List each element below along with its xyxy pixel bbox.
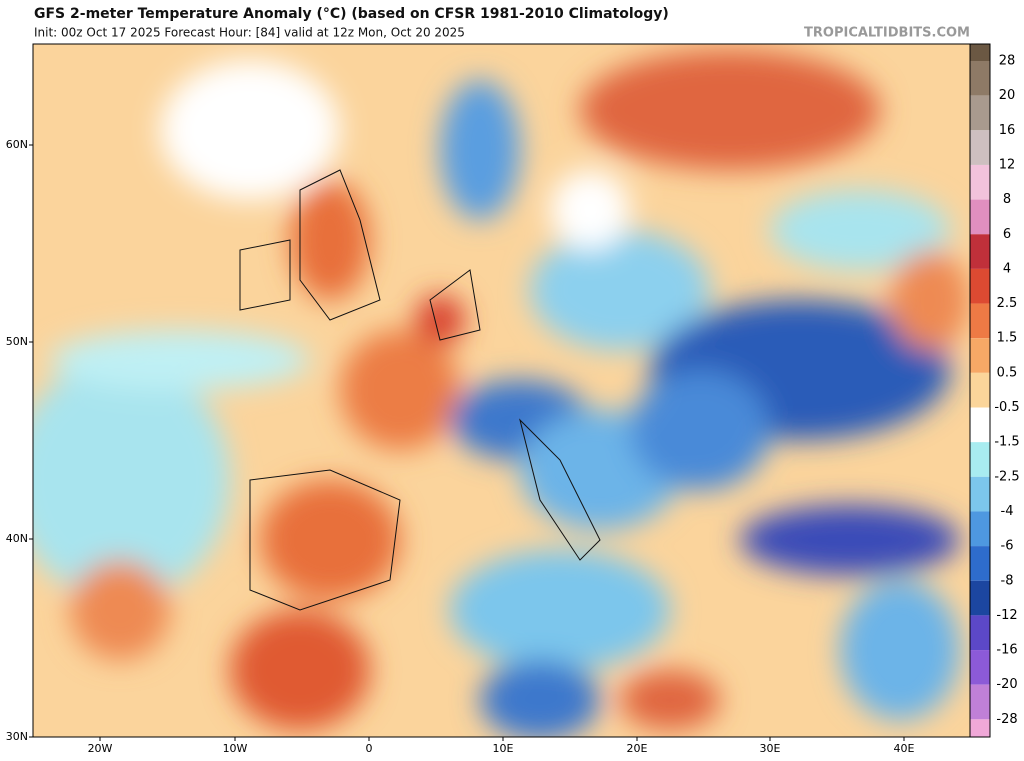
colorbar-label: 28 <box>999 54 1016 69</box>
colorbar-label: -20 <box>996 677 1017 692</box>
lat-label: 30N <box>6 730 28 743</box>
colorbar-label: -28 <box>996 712 1017 727</box>
colorbar-segment <box>970 95 990 131</box>
lon-label: 20E <box>627 742 648 755</box>
subtitle: Init: 00z Oct 17 2025 Forecast Hour: [84… <box>34 26 465 40</box>
colorbar-segment <box>970 338 990 373</box>
colorbar-label: 20 <box>999 88 1016 103</box>
colorbar-label: 8 <box>1003 192 1011 207</box>
colorbar-segment <box>970 164 990 200</box>
lon-label: 30E <box>760 742 781 755</box>
colorbar-segment <box>970 476 990 512</box>
colorbar-segment <box>970 303 990 339</box>
colorbar-label: 6 <box>1003 227 1011 242</box>
colorbar-segment <box>970 511 990 547</box>
colorbar-label: -2.5 <box>994 469 1019 484</box>
lat-label: 40N <box>6 532 28 545</box>
colorbar-label: 1.5 <box>997 331 1018 346</box>
lat-label: 60N <box>6 138 28 151</box>
colorbar-segment <box>970 268 990 304</box>
colorbar-segment <box>970 130 990 165</box>
colorbar-label: 2.5 <box>997 296 1018 311</box>
colorbar-label: 4 <box>1003 261 1011 276</box>
colorbar-label: -4 <box>1001 504 1014 519</box>
lon-label: 10E <box>493 742 514 755</box>
colorbar-segment <box>970 44 990 61</box>
lon-label: 20W <box>88 742 113 755</box>
colorbar-label: -8 <box>1001 573 1014 588</box>
colorbar-segment <box>970 719 990 737</box>
colorbar-label: -12 <box>996 608 1017 623</box>
colorbar-segment <box>970 615 990 651</box>
colorbar-segment <box>970 199 990 235</box>
colorbar-segment <box>970 372 990 408</box>
colorbar-segment <box>970 546 990 581</box>
lon-label: 0 <box>366 742 373 755</box>
watermark: TROPICALTIDBITS.COM <box>804 26 970 41</box>
lon-label: 40E <box>894 742 915 755</box>
colorbar-segment <box>970 650 990 685</box>
colorbar-label: -16 <box>996 643 1017 658</box>
colorbar-segment <box>970 684 990 720</box>
colorbar-segment <box>970 234 990 269</box>
colorbar-label: 16 <box>999 123 1016 138</box>
colorbar-label: 12 <box>999 157 1016 172</box>
lon-label: 10W <box>223 742 248 755</box>
colorbar-segment <box>970 61 990 96</box>
colorbar-segment <box>970 442 990 477</box>
map <box>33 44 970 737</box>
colorbar-label: -1.5 <box>994 435 1019 450</box>
colorbar-segment <box>970 580 990 616</box>
colorbar-label: -6 <box>1001 539 1014 554</box>
colorbar-label: 0.5 <box>997 365 1018 380</box>
title: GFS 2-meter Temperature Anomaly (°C) (ba… <box>34 6 669 22</box>
colorbar-label: -0.5 <box>994 400 1019 415</box>
colorbar-frame <box>969 43 991 738</box>
lat-label: 50N <box>6 335 28 348</box>
colorbar-segment <box>970 407 990 443</box>
